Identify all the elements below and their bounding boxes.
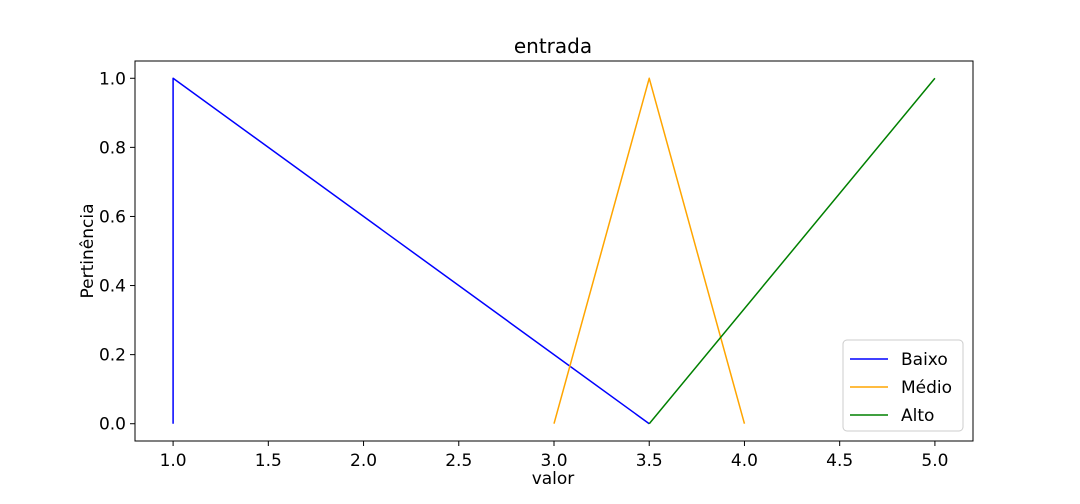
series-line-m-dio [553, 77, 746, 424]
x-tick-label: 5.0 [921, 451, 948, 471]
x-tick-label: 2.5 [445, 451, 472, 471]
legend: Baixo Médio Alto [842, 339, 964, 432]
legend-label: Médio [901, 378, 952, 398]
plot-lines [172, 77, 936, 425]
legend-box [842, 339, 964, 432]
x-tick-label: 1.5 [255, 451, 282, 471]
x-tick-label: 3.0 [540, 451, 567, 471]
y-tick-label: 0.0 [99, 415, 126, 435]
legend-label: Alto [901, 406, 934, 426]
y-axis-label: Pertinência [78, 204, 98, 299]
x-tick-label: 4.0 [731, 451, 758, 471]
y-tick-label: 1.0 [99, 69, 126, 89]
y-tick-label: 0.6 [99, 207, 126, 227]
y-axis: 0.0 0.2 0.4 0.6 0.8 1.0 [99, 69, 135, 435]
chart-title: entrada [514, 34, 592, 58]
series-line-baixo [172, 77, 650, 425]
y-tick-label: 0.4 [99, 277, 126, 297]
x-tick-label: 4.5 [826, 451, 853, 471]
x-axis-label: valor [532, 469, 575, 489]
y-tick-label: 0.2 [99, 346, 126, 366]
x-tick-label: 1.0 [160, 451, 187, 471]
series-line-alto [648, 77, 936, 425]
x-axis: 1.0 1.5 2.0 2.5 3.0 3.5 4.0 4.5 5.0 [160, 441, 948, 471]
y-tick-label: 0.8 [99, 138, 126, 158]
x-tick-label: 2.0 [350, 451, 377, 471]
legend-label: Baixo [901, 350, 948, 370]
x-tick-label: 3.5 [636, 451, 663, 471]
